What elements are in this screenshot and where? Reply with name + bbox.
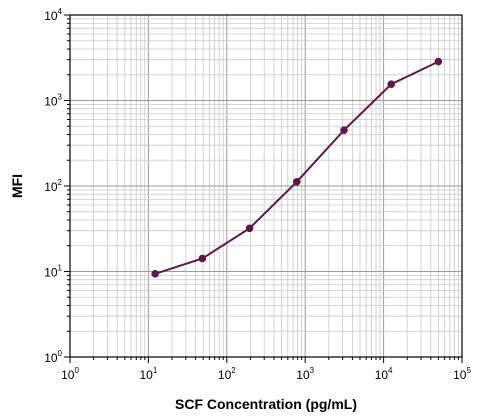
data-point (387, 80, 395, 89)
x-tick-labels: 100 101 102 103 104 105 (61, 366, 471, 382)
data-point (198, 254, 207, 263)
data-point (434, 57, 443, 66)
y-tick-label: 102 (44, 178, 62, 194)
x-tick-label: 103 (296, 366, 314, 382)
x-tick-label: 105 (453, 366, 471, 382)
grid (69, 15, 462, 358)
data-point (340, 126, 348, 134)
x-tick-label: 102 (218, 366, 236, 382)
series (151, 57, 443, 278)
x-tick-label: 101 (139, 366, 157, 382)
data-point (292, 177, 301, 186)
x-tick-label: 100 (61, 366, 79, 382)
data-point (151, 269, 159, 278)
y-tick-label: 104 (44, 7, 62, 23)
y-tick-labels: 100 101 102 103 104 (44, 7, 62, 365)
data-point (245, 224, 254, 233)
y-tick-label: 100 (44, 349, 62, 365)
y-tick-label: 103 (44, 93, 62, 109)
axis-ticks (64, 14, 463, 363)
y-axis-label: MFI (9, 174, 25, 198)
y-tick-label: 101 (44, 264, 62, 280)
x-axis-label: SCF Concentration (pg/mL) (175, 396, 357, 412)
x-tick-label: 104 (375, 366, 393, 382)
